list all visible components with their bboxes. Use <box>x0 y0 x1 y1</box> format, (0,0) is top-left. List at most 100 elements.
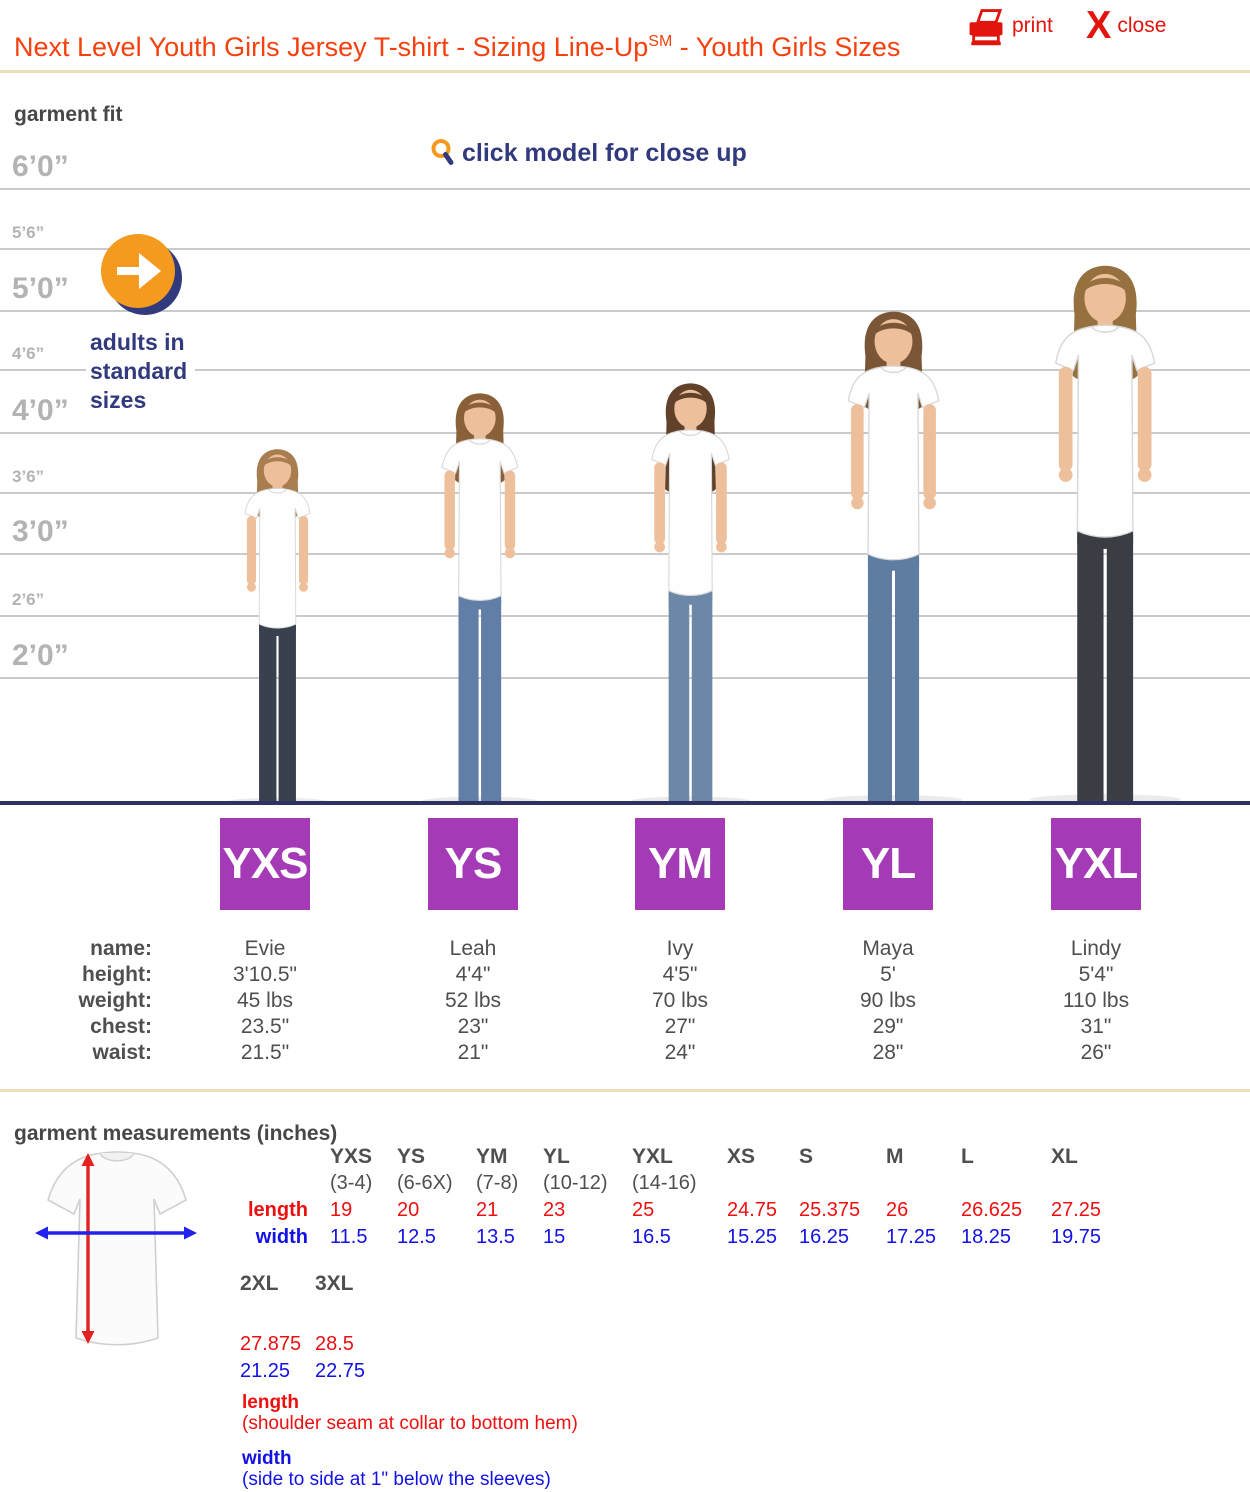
fit-row-label: chest: <box>90 1015 152 1038</box>
model-waist-value: 28" <box>872 1041 904 1064</box>
measure-size-range: (10-12) <box>543 1172 608 1194</box>
size-badge-yxs: YXS <box>220 818 310 910</box>
height-mark-label: 3’0” <box>12 515 69 548</box>
page-title: Next Level Youth Girls Jersey T-shirt - … <box>14 32 901 63</box>
measure-size-header: YL <box>543 1145 570 1168</box>
measure-width-value: 22.75 <box>315 1360 366 1382</box>
measure-size-header: S <box>799 1145 814 1168</box>
model-name-value: Ivy <box>666 937 694 960</box>
title-sm-superscript: SM <box>648 33 673 51</box>
model-weight-value: 70 lbs <box>651 989 709 1012</box>
measure-size-range: (3-4) <box>330 1172 373 1194</box>
measure-length-value: 26 <box>886 1199 909 1221</box>
model-height-value: 4'5" <box>662 963 698 986</box>
height-mark-label: 5’6” <box>12 223 45 242</box>
click-hint-label: click model for close up <box>462 138 747 167</box>
legend-length-label: length <box>242 1392 299 1413</box>
model-weight-value: 45 lbs <box>236 989 294 1012</box>
measure-width-value: 13.5 <box>476 1226 515 1248</box>
model-height-value: 4'4" <box>455 963 491 986</box>
model-lindy[interactable] <box>1015 264 1195 805</box>
model-maya[interactable] <box>811 310 976 805</box>
measure-length-value: 23 <box>543 1199 566 1221</box>
model-chest-value: 29" <box>872 1015 904 1038</box>
height-gridline <box>0 677 1250 679</box>
close-label: close <box>1117 14 1167 37</box>
model-ivy[interactable] <box>620 382 761 805</box>
measure-size-header: 3XL <box>315 1272 354 1295</box>
fit-column-evie: Evie 3'10.5" 45 lbs 23.5" 21.5" <box>165 936 365 1066</box>
measure-width-value: 18.25 <box>961 1226 1012 1248</box>
measure-length-value: 27.25 <box>1051 1199 1102 1221</box>
measure-size-header: YXS <box>330 1145 373 1168</box>
model-weight-value: 52 lbs <box>444 989 502 1012</box>
measure-width-value: 16.25 <box>799 1226 850 1248</box>
fit-column-maya: Maya 5' 90 lbs 29" 28" <box>788 936 988 1066</box>
measure-size-header: XL <box>1051 1145 1078 1168</box>
measure-size-header: 2XL <box>240 1272 279 1295</box>
measure-size-header: L <box>961 1145 974 1168</box>
model-waist-value: 21.5" <box>240 1041 290 1064</box>
print-button[interactable]: print <box>966 8 1053 46</box>
measure-size-header: YM <box>476 1145 508 1168</box>
measure-width-value: 15.25 <box>727 1226 778 1248</box>
measure-length-value: 25 <box>632 1199 655 1221</box>
fit-column-leah: Leah 4'4" 52 lbs 23" 21" <box>373 936 573 1066</box>
legend-width-label: width <box>242 1448 292 1469</box>
print-icon <box>969 9 1003 46</box>
tshirt-measurement-diagram <box>35 1151 197 1346</box>
lineup-baseline <box>0 801 1250 805</box>
model-leah[interactable] <box>411 392 549 805</box>
height-gridline <box>0 615 1250 617</box>
adults-arrow-icon <box>98 230 186 323</box>
fit-row-label: height: <box>82 963 152 986</box>
click-model-hint[interactable]: click model for close up <box>430 138 747 168</box>
height-mark-label: 2’0” <box>12 639 69 672</box>
measure-length-value: 24.75 <box>727 1199 778 1221</box>
legend-length-desc: (shoulder seam at collar to bottom hem) <box>242 1413 578 1434</box>
print-label: print <box>1012 14 1053 37</box>
measure-width-value: 15 <box>543 1226 566 1248</box>
garment-fit-heading: garment fit <box>14 103 123 127</box>
magnifier-icon <box>431 139 454 165</box>
measure-length-value: 28.5 <box>315 1333 354 1355</box>
measure-length-value: 26.625 <box>961 1199 1023 1221</box>
height-mark-label: 6’0” <box>12 150 69 183</box>
size-badge-yxl: YXL <box>1051 818 1141 910</box>
height-mark-label: 3’6” <box>12 467 45 486</box>
model-height-value: 3'10.5" <box>232 963 297 986</box>
model-chest-value: 23.5" <box>240 1015 290 1038</box>
measure-size-header: YS <box>397 1145 426 1168</box>
section-divider <box>0 70 1250 73</box>
measure-length-value: 20 <box>397 1199 420 1221</box>
measure-length-value: 19 <box>330 1199 353 1221</box>
measure-size-range: (7-8) <box>476 1172 519 1194</box>
model-weight-value: 90 lbs <box>859 989 917 1012</box>
height-mark-label: 2’6” <box>12 590 45 609</box>
model-name-value: Leah <box>449 937 497 960</box>
size-badge-yl: YL <box>843 818 933 910</box>
measure-size-header: XS <box>727 1145 756 1168</box>
height-mark-label: 4’6” <box>12 344 45 363</box>
measure-length-value: 21 <box>476 1199 499 1221</box>
measure-size-range: (6-6X) <box>397 1172 453 1194</box>
model-height-value: 5'4" <box>1078 963 1114 986</box>
model-evie[interactable] <box>218 448 337 805</box>
measure-width-value: 16.5 <box>632 1226 671 1248</box>
model-name-value: Maya <box>862 937 914 960</box>
measure-size-header: YXL <box>632 1145 673 1168</box>
legend-width-desc: (side to side at 1" below the sleeves) <box>242 1469 551 1490</box>
close-button[interactable]: X close <box>1086 7 1167 46</box>
height-gridline <box>0 492 1250 494</box>
height-gridline <box>0 248 1250 250</box>
measure-width-value: 19.75 <box>1051 1226 1102 1248</box>
fit-table-label-column: name: height: weight: chest: waist: <box>0 936 153 1066</box>
height-gridline <box>0 432 1250 434</box>
measure-width-value: 12.5 <box>397 1226 436 1248</box>
model-name-value: Lindy <box>1070 937 1122 960</box>
size-badge-ym: YM <box>635 818 725 910</box>
model-waist-value: 21" <box>457 1041 489 1064</box>
length-row-label: length <box>248 1199 308 1221</box>
fit-row-label: weight: <box>78 989 153 1012</box>
